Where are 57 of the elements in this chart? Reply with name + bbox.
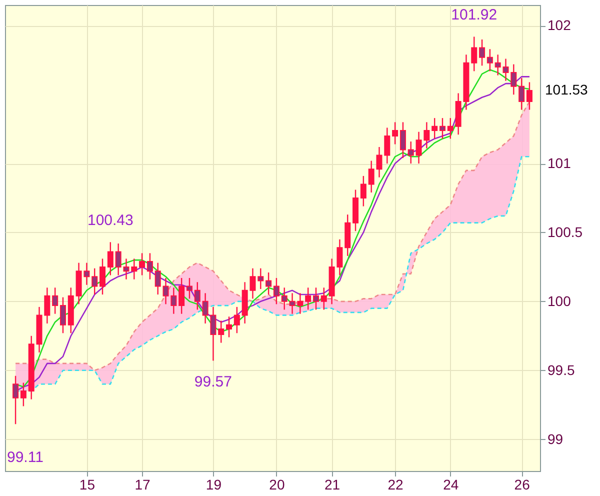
x-tick-label: 26 <box>514 476 530 492</box>
candlestick <box>392 122 398 145</box>
x-tick-label: 20 <box>269 476 285 492</box>
candlestick <box>471 36 478 72</box>
candlestick <box>20 382 26 407</box>
candlestick <box>258 268 264 290</box>
y-tick-label: 99 <box>548 430 564 447</box>
candlestick <box>60 296 66 334</box>
candlestick <box>400 122 406 159</box>
candlestick <box>139 252 146 276</box>
candlestick <box>408 140 414 164</box>
candlestick <box>107 242 114 276</box>
candlestick <box>146 252 153 280</box>
candlestick <box>432 117 438 140</box>
candlestick <box>510 64 517 96</box>
x-tick-label: 19 <box>206 476 222 492</box>
candlestick <box>186 277 192 300</box>
candlestick <box>226 316 232 338</box>
candlestick <box>234 306 240 334</box>
candlestick <box>526 82 532 110</box>
candlestick <box>281 287 288 310</box>
candlestick <box>320 287 327 310</box>
candlestick <box>131 258 138 280</box>
x-tick-label: 24 <box>443 476 459 492</box>
candlestick <box>52 287 58 314</box>
candlestick <box>518 77 525 110</box>
candlestick <box>100 258 106 296</box>
candlestick <box>360 175 366 207</box>
y-tick-label: 102 <box>548 17 572 34</box>
annotation: 100.43 <box>87 212 134 230</box>
y-tick-label: 100 <box>548 292 572 309</box>
candlestick <box>384 127 390 164</box>
candlestick <box>273 277 280 305</box>
candlestick <box>218 320 224 344</box>
y-tick-label: 99.5 <box>548 362 575 378</box>
x-tick-label: 21 <box>324 476 340 492</box>
candlestick <box>447 117 454 140</box>
annotation: 99.57 <box>194 374 232 391</box>
x-tick-label: 22 <box>388 476 404 492</box>
candlestick <box>486 48 493 72</box>
candlestick <box>439 117 446 140</box>
candlestick <box>92 268 98 296</box>
y-tick-label: 101 <box>548 155 572 172</box>
annotation: 99.11 <box>7 449 44 466</box>
candlestick <box>194 282 200 310</box>
candlestick <box>12 375 19 425</box>
candlestick <box>312 287 319 310</box>
candlestick <box>266 272 272 296</box>
x-tick-label: 17 <box>134 476 151 492</box>
y-tick-label: 100.5 <box>548 224 583 240</box>
annotation: 101.92 <box>451 6 498 24</box>
candlestick <box>305 287 312 310</box>
candlestick <box>479 38 486 66</box>
text: 101.53 <box>545 81 588 98</box>
x-tick-label: 15 <box>79 476 96 492</box>
candlestick <box>178 277 185 314</box>
candlestick <box>154 262 161 296</box>
